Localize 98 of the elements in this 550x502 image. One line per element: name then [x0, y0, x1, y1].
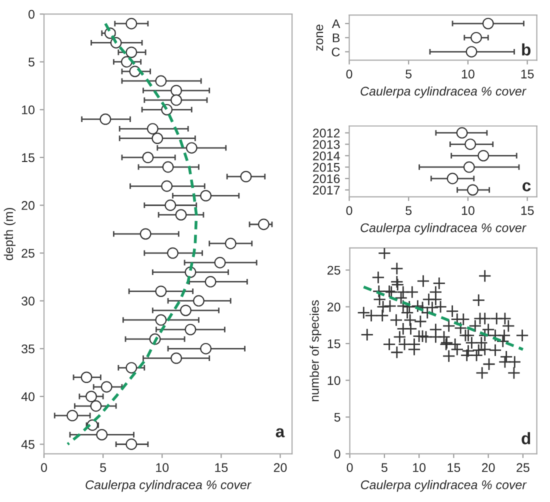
point — [200, 342, 212, 354]
y-axis-title: number of species — [310, 300, 322, 402]
point — [170, 84, 182, 96]
x-tick-label: 5 — [100, 463, 106, 472]
point — [146, 123, 158, 134]
point — [204, 276, 216, 288]
y-tick-label: 2013 — [313, 140, 340, 149]
point — [164, 200, 176, 211]
x-axis-title: Caulerpa cylindracea % cover — [360, 86, 526, 98]
x-axis-title: Caulerpa cylindracea % cover — [360, 223, 526, 235]
y-tick-label: 40 — [21, 392, 34, 402]
y-tick-label: 0 — [334, 450, 340, 458]
y-tick-label: 15 — [22, 153, 34, 162]
point — [155, 75, 167, 87]
x-tick-label: 0 — [346, 206, 352, 215]
point — [126, 18, 138, 30]
x-tick-label: 5 — [406, 206, 412, 215]
x-tick-label: 0 — [41, 463, 47, 472]
x-tick-label: 10 — [462, 206, 474, 215]
x-tick-label: 0 — [346, 70, 352, 78]
point — [175, 209, 187, 221]
point — [152, 132, 164, 144]
point — [464, 138, 476, 150]
y-tick-label: 2015 — [313, 162, 340, 172]
y-tick-label: 2014 — [313, 151, 340, 160]
x-tick-label: 5 — [406, 70, 412, 78]
x-tick-label: 20 — [482, 463, 495, 472]
point — [90, 400, 102, 412]
point — [180, 304, 192, 316]
y-tick-label: 2016 — [313, 174, 340, 184]
point — [155, 286, 167, 297]
point — [214, 256, 226, 268]
point — [142, 152, 154, 164]
point — [170, 94, 182, 106]
x-tick-label: 10 — [462, 70, 474, 78]
y-tick-label: 20 — [328, 302, 340, 312]
point — [193, 295, 204, 307]
y-tick-label: 0 — [28, 10, 34, 19]
y-tick-label: 30 — [22, 296, 34, 306]
point — [184, 324, 196, 336]
point — [100, 381, 112, 393]
x-axis-title: Caulerpa cylindracea % cover — [86, 480, 252, 492]
x-tick-label: 20 — [274, 463, 287, 472]
point — [140, 228, 152, 240]
point — [161, 180, 173, 192]
y-tick-label: 2012 — [313, 128, 340, 138]
point — [80, 372, 92, 384]
point — [258, 218, 270, 230]
y-tick-label: 10 — [328, 376, 340, 385]
point — [86, 390, 97, 402]
point — [446, 172, 458, 184]
x-tick-label: 15 — [215, 463, 228, 472]
point — [126, 46, 138, 58]
x-tick-label: 15 — [448, 463, 460, 472]
x-tick-label: 5 — [381, 463, 388, 472]
y-tick-label: 25 — [22, 248, 34, 258]
annotation: c — [522, 182, 531, 192]
annotation: a — [276, 428, 285, 438]
point — [463, 161, 475, 173]
point — [126, 438, 138, 450]
point — [200, 190, 212, 202]
y-tick-label: 5 — [28, 58, 34, 67]
line-series — [66, 22, 198, 446]
y-tick-label: A — [332, 19, 340, 28]
point — [466, 184, 478, 196]
y-tick-label: 5 — [334, 412, 340, 422]
point — [155, 314, 167, 326]
x-tick-label: 10 — [156, 463, 169, 472]
y-tick-label: 45 — [21, 440, 34, 449]
point — [170, 352, 182, 364]
x-tick-label: 15 — [521, 70, 534, 78]
point — [456, 127, 468, 139]
x-tick-label: 25 — [516, 463, 530, 472]
y-tick-label: 25 — [328, 266, 340, 275]
point — [96, 428, 108, 440]
y-tick-label: 2017 — [313, 186, 340, 195]
point — [100, 114, 112, 125]
point — [66, 410, 78, 422]
point — [167, 247, 178, 259]
point — [224, 238, 236, 250]
y-axis-title: zone — [316, 24, 324, 51]
y-tick-label: 35 — [22, 344, 34, 354]
x-tick-label: 15 — [521, 206, 534, 215]
x-axis-title: Caulerpa cylindracea % cover — [360, 480, 527, 492]
x-tick-label: 0 — [346, 463, 353, 472]
y-tick-label: B — [332, 34, 340, 42]
y-tick-label: 10 — [22, 105, 34, 114]
annotation: d — [522, 432, 530, 444]
point — [162, 161, 174, 173]
y-tick-label: 15 — [328, 339, 340, 348]
annotation: b — [522, 43, 530, 56]
point — [126, 362, 138, 374]
point — [240, 170, 252, 182]
x-tick-label: 10 — [413, 463, 426, 472]
y-tick-label: C — [332, 48, 340, 56]
point — [186, 142, 198, 154]
y-axis-title: depth (m) — [4, 208, 16, 260]
point — [478, 150, 490, 162]
